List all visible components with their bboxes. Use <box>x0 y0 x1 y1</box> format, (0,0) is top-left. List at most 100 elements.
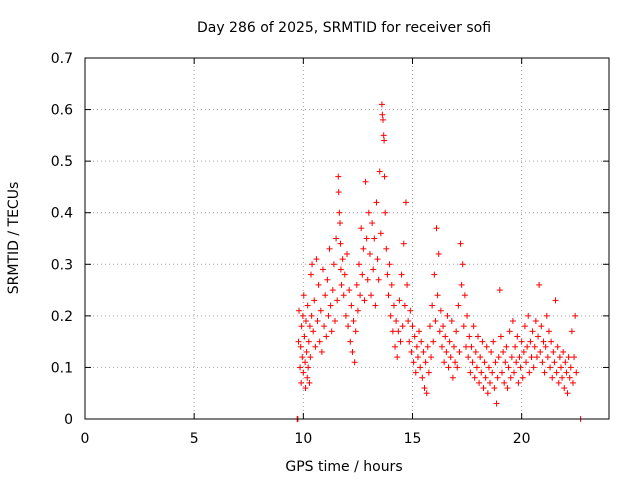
data-point <box>347 338 354 345</box>
data-point <box>499 369 506 376</box>
data-point <box>515 379 522 386</box>
data-point <box>422 359 429 366</box>
data-point <box>358 225 365 232</box>
data-point <box>305 338 312 345</box>
data-point <box>344 250 350 257</box>
data-point <box>491 385 498 392</box>
data-point <box>488 348 495 355</box>
data-point <box>551 359 558 366</box>
data-point <box>385 292 392 299</box>
data-point <box>321 323 328 330</box>
data-point <box>526 369 533 376</box>
data-point <box>467 369 474 376</box>
data-point <box>531 343 538 350</box>
data-point <box>516 354 523 361</box>
data-point <box>501 379 508 386</box>
data-point <box>405 318 412 325</box>
y-tick-label: 0.2 <box>51 309 73 325</box>
data-point <box>295 307 302 314</box>
data-point <box>537 348 544 355</box>
data-point <box>430 338 437 345</box>
data-point <box>511 369 518 376</box>
y-tick-label: 0.3 <box>51 257 73 273</box>
data-point <box>338 281 345 288</box>
data-point <box>323 333 330 340</box>
data-point <box>517 364 524 371</box>
data-point <box>396 297 403 304</box>
data-point <box>507 374 514 381</box>
data-point <box>535 333 542 340</box>
data-point <box>485 364 492 371</box>
data-point <box>530 364 537 371</box>
data-point <box>493 400 500 407</box>
data-point <box>351 359 358 366</box>
tick-labels: 0 0.1 0.2 0.3 0.4 0.5 0.6 0.7 0 5 10 15 20 <box>51 51 531 447</box>
data-point <box>536 281 543 288</box>
data-point <box>336 209 343 216</box>
data-point <box>311 297 318 304</box>
data-point <box>333 235 340 242</box>
data-point <box>513 359 520 366</box>
data-point <box>425 369 432 376</box>
data-point <box>373 199 380 206</box>
data-point <box>307 354 314 361</box>
data-point <box>518 338 525 345</box>
data-point <box>431 271 438 278</box>
data-point <box>477 354 484 361</box>
data-point <box>366 250 373 257</box>
data-point <box>452 359 459 366</box>
x-tick-label: 20 <box>513 431 531 447</box>
data-point <box>566 374 573 381</box>
data-point <box>337 266 344 273</box>
data-point <box>387 312 394 319</box>
data-point <box>392 343 399 350</box>
data-point <box>341 271 348 278</box>
data-point <box>327 302 334 309</box>
y-tick-label: 0.4 <box>51 206 73 222</box>
data-point <box>503 343 510 350</box>
data-point <box>369 220 376 227</box>
data-point <box>374 256 381 263</box>
data-point <box>448 318 455 325</box>
data-point <box>433 225 440 232</box>
data-point <box>309 261 316 268</box>
data-point <box>313 256 320 263</box>
data-point <box>533 354 540 361</box>
data-point <box>300 292 307 299</box>
data-point <box>538 323 545 330</box>
data-point <box>438 343 445 350</box>
data-point <box>564 390 571 397</box>
data-point <box>450 343 457 350</box>
data-point <box>552 297 559 304</box>
data-point <box>565 354 572 361</box>
data-point <box>301 333 308 340</box>
data-point <box>424 343 431 350</box>
data-point <box>384 271 391 278</box>
data-point <box>381 137 388 144</box>
data-point <box>490 338 497 345</box>
data-point <box>402 199 409 206</box>
y-tick-label: 0.6 <box>51 103 73 119</box>
data-point <box>340 292 347 299</box>
data-point <box>295 338 302 345</box>
data-point <box>390 302 397 309</box>
data-point <box>308 312 315 319</box>
data-point <box>483 343 490 350</box>
data-points <box>294 101 584 422</box>
data-point <box>345 323 352 330</box>
data-point <box>475 333 481 340</box>
data-point <box>297 364 304 371</box>
data-point <box>304 374 311 381</box>
data-point <box>532 318 539 325</box>
data-point <box>446 338 453 345</box>
data-point <box>544 354 551 361</box>
data-point <box>297 343 304 350</box>
data-point <box>480 385 487 392</box>
data-point <box>305 364 312 371</box>
data-point <box>458 281 465 288</box>
data-point <box>456 348 463 355</box>
x-tick-label: 0 <box>81 431 90 447</box>
data-point <box>527 338 534 345</box>
